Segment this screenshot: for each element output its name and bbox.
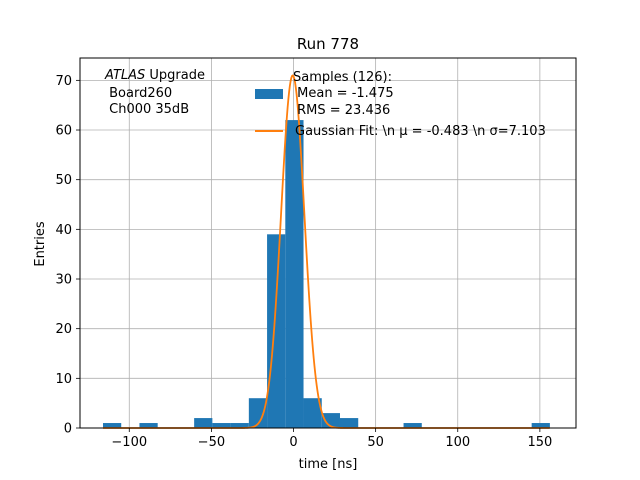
y-tick-label: 40 — [55, 223, 72, 238]
histogram-bar — [194, 418, 213, 428]
legend-samples-swatch — [255, 89, 283, 99]
y-tick-label: 0 — [64, 422, 72, 437]
upgrade-label: Upgrade — [145, 68, 205, 83]
y-tick-label: 60 — [55, 124, 72, 139]
x-tick-label: 100 — [445, 435, 470, 450]
x-axis-label: time [ns] — [299, 457, 358, 472]
x-tick-label: 0 — [289, 435, 297, 450]
histogram-bar — [285, 120, 304, 428]
histogram-bar — [531, 423, 550, 428]
legend-fit-label: Gaussian Fit: \n μ = -0.483 \n σ=7.103 — [295, 124, 546, 139]
x-tick-label: −50 — [198, 435, 225, 450]
histogram-bar — [212, 423, 231, 428]
histogram-bar — [403, 423, 422, 428]
legend-samples-line1: Samples (126): — [293, 70, 392, 85]
atlas-annotation-line1: ATLAS Upgrade — [104, 68, 205, 83]
atlas-label: ATLAS — [104, 68, 145, 83]
histogram-bar — [230, 423, 249, 428]
y-tick-label: 10 — [55, 372, 72, 387]
histogram-bar — [339, 418, 359, 428]
y-tick-label: 20 — [55, 322, 72, 337]
histogram-bar — [303, 398, 322, 428]
y-axis-ticks: 0 10 20 30 40 50 60 70 — [55, 74, 80, 437]
y-tick-label: 50 — [55, 173, 72, 188]
x-axis-ticks: −100 −50 0 50 100 150 — [111, 428, 552, 450]
histogram-bars — [102, 120, 550, 428]
y-tick-label: 30 — [55, 273, 72, 288]
legend: Samples (126): Mean = -1.475 RMS = 23.43… — [255, 70, 546, 139]
histogram-bar — [139, 423, 158, 428]
chart-title: Run 778 — [297, 35, 359, 53]
histogram-bar — [267, 234, 286, 428]
histogram-bar — [102, 423, 122, 428]
y-axis-label: Entries — [33, 221, 48, 267]
atlas-annotation-line2: Board260 — [105, 86, 172, 101]
x-tick-label: 50 — [367, 435, 384, 450]
histogram-bar — [321, 413, 340, 428]
atlas-annotation-line3: Ch000 35dB — [105, 102, 189, 117]
plot-frame — [79, 57, 577, 429]
x-tick-label: −100 — [111, 435, 147, 450]
y-tick-label: 70 — [55, 74, 72, 89]
legend-samples-line3: RMS = 23.436 — [293, 103, 390, 118]
legend-samples-line2: Mean = -1.475 — [293, 86, 394, 101]
x-tick-label: 150 — [527, 435, 552, 450]
histogram-bar — [248, 398, 268, 428]
